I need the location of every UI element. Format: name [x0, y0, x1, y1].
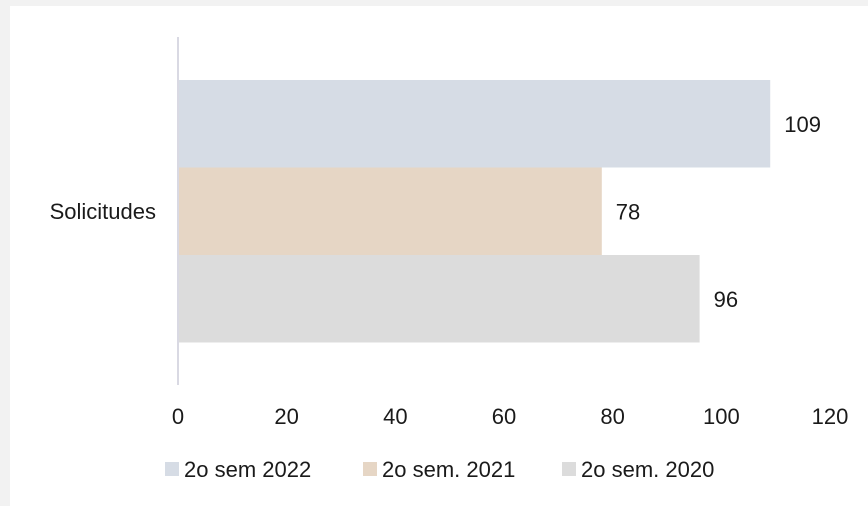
x-tick-label: 80: [600, 404, 624, 429]
bar-2: [178, 167, 602, 255]
data-labels-group: 109 78 96: [616, 112, 821, 312]
data-label-3: 96: [714, 287, 738, 312]
legend-label: 2o sem 2022: [184, 457, 311, 482]
category-label: Solicitudes: [50, 199, 156, 224]
bar-1: [178, 80, 771, 168]
x-tick-labels-group: 0 20 40 60 80 100 120: [172, 404, 848, 429]
x-tick-label: 40: [383, 404, 407, 429]
legend-swatch: [562, 462, 576, 476]
bars-group: [178, 80, 771, 343]
legend-item-1: 2o sem 2022: [165, 457, 311, 482]
legend-item-2: 2o sem. 2021: [363, 457, 515, 482]
legend: 2o sem 2022 2o sem. 2021 2o sem. 2020: [165, 457, 714, 482]
data-label-1: 109: [784, 112, 821, 137]
x-tick-label: 20: [274, 404, 298, 429]
category-labels-group: Solicitudes: [50, 199, 156, 224]
data-label-2: 78: [616, 199, 640, 224]
bar-3: [178, 255, 700, 343]
x-tick-label: 100: [703, 404, 740, 429]
legend-swatch: [165, 462, 179, 476]
x-tick-label: 60: [492, 404, 516, 429]
x-tick-label: 120: [812, 404, 849, 429]
x-tick-label: 0: [172, 404, 184, 429]
legend-swatch: [363, 462, 377, 476]
legend-label: 2o sem. 2020: [581, 457, 714, 482]
legend-label: 2o sem. 2021: [382, 457, 515, 482]
legend-item-3: 2o sem. 2020: [562, 457, 714, 482]
